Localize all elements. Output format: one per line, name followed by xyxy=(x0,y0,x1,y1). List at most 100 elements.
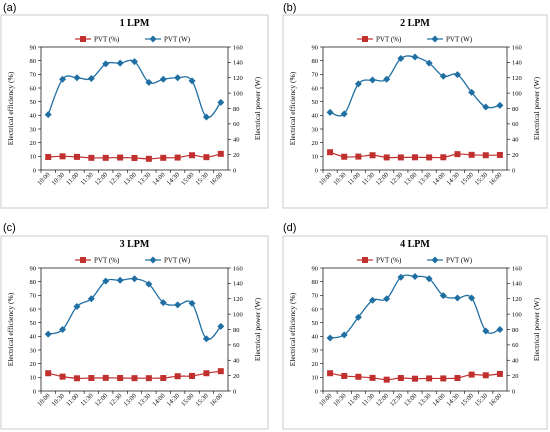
data-point-efficiency xyxy=(383,154,390,161)
x-tick-label: 12:00 xyxy=(375,171,390,186)
left-tick-label: 60 xyxy=(30,85,37,92)
legend-marker-efficiency xyxy=(362,257,368,263)
left-tick-label: 70 xyxy=(312,293,319,300)
x-tick-label: 14:00 xyxy=(431,171,446,186)
legend-label-efficiency: PVT (%) xyxy=(376,36,402,44)
right-tick-label: 100 xyxy=(233,311,243,318)
data-point-power xyxy=(59,326,67,333)
right-tick-label: 160 xyxy=(233,44,243,51)
x-tick-label: 15:30 xyxy=(474,392,489,407)
x-tick-label: 14:00 xyxy=(151,392,166,407)
data-point-power xyxy=(217,322,225,330)
x-tick-label: 13:00 xyxy=(122,171,137,186)
data-point-power xyxy=(145,78,153,86)
data-point-power xyxy=(73,302,81,310)
right-tick-label: 80 xyxy=(512,106,519,113)
x-tick-label: 12:30 xyxy=(108,171,123,186)
data-point-efficiency xyxy=(217,150,224,157)
x-tick-label: 10:00 xyxy=(36,171,51,186)
data-point-efficiency xyxy=(160,154,167,161)
left-tick-label: 30 xyxy=(312,126,319,133)
right-tick-label: 140 xyxy=(233,281,243,288)
data-point-power xyxy=(87,75,95,83)
x-tick-label: 15:00 xyxy=(460,171,475,186)
left-tick-label: 80 xyxy=(30,58,37,65)
right-tick-label: 120 xyxy=(512,75,522,82)
data-point-efficiency xyxy=(88,375,95,382)
x-tick-label: 14:00 xyxy=(151,171,166,186)
data-point-efficiency xyxy=(341,372,348,379)
panel-border xyxy=(0,14,269,209)
right-tick-label: 40 xyxy=(233,137,240,144)
data-point-efficiency xyxy=(355,153,362,160)
legend-label-power: PVT (W) xyxy=(164,257,191,265)
left-tick-label: 90 xyxy=(312,265,319,272)
data-point-power xyxy=(496,326,504,333)
data-point-power xyxy=(411,53,419,61)
plot-frame xyxy=(40,267,229,392)
left-tick-label: 60 xyxy=(312,306,319,313)
data-point-efficiency xyxy=(383,376,390,383)
data-point-power xyxy=(116,276,124,284)
x-tick-label: 10:30 xyxy=(332,392,347,407)
left-tick-label: 70 xyxy=(30,293,37,300)
right-tick-label: 80 xyxy=(233,327,240,334)
left-tick-label: 10 xyxy=(30,154,37,161)
data-point-power xyxy=(131,58,138,66)
series-line-power xyxy=(47,277,222,341)
data-point-power xyxy=(369,76,377,84)
right-tick-label: 20 xyxy=(512,373,519,380)
data-point-power xyxy=(159,75,167,83)
data-point-power xyxy=(453,294,461,302)
data-point-efficiency xyxy=(217,368,224,375)
legend-label-power: PVT (W) xyxy=(446,36,473,44)
legend-marker-efficiency xyxy=(362,36,368,42)
left-tick-label: 70 xyxy=(312,72,319,79)
data-point-efficiency xyxy=(468,151,475,158)
x-tick-label: 13:00 xyxy=(403,392,418,407)
data-point-power xyxy=(131,275,138,283)
panel-label: (c) xyxy=(3,222,16,234)
left-tick-label: 30 xyxy=(30,347,37,354)
right-tick-label: 160 xyxy=(512,265,522,272)
data-point-power xyxy=(439,292,447,300)
legend-label-power: PVT (W) xyxy=(446,257,473,265)
plot-frame xyxy=(40,46,229,171)
data-point-efficiency xyxy=(174,373,181,380)
data-point-efficiency xyxy=(189,152,196,159)
x-tick-label: 10:30 xyxy=(332,171,347,186)
data-point-efficiency xyxy=(496,370,503,377)
data-point-efficiency xyxy=(145,375,152,382)
x-tick-label: 12:30 xyxy=(389,171,404,186)
series-line-power xyxy=(329,274,501,339)
x-tick-label: 14:30 xyxy=(166,392,181,407)
x-tick-label: 13:30 xyxy=(137,171,152,186)
left-tick-label: 50 xyxy=(312,99,319,106)
left-tick-label: 40 xyxy=(312,113,319,120)
left-tick-label: 20 xyxy=(312,361,319,368)
right-tick-label: 160 xyxy=(512,44,522,51)
x-tick-label: 12:30 xyxy=(108,392,123,407)
left-tick-label: 50 xyxy=(30,99,37,106)
x-tick-label: 11:30 xyxy=(80,392,95,407)
left-tick-label: 20 xyxy=(30,361,37,368)
data-point-efficiency xyxy=(131,154,138,161)
x-tick-label: 15:30 xyxy=(474,171,489,186)
data-point-power xyxy=(326,108,334,116)
x-tick-label: 13:30 xyxy=(137,392,152,407)
x-tick-label: 11:30 xyxy=(361,392,376,407)
left-tick-label: 30 xyxy=(312,347,319,354)
left-tick-label: 70 xyxy=(30,72,37,79)
left-tick-label: 20 xyxy=(312,140,319,147)
left-axis-label: Electrical efficiency (%) xyxy=(6,71,15,145)
plot-frame xyxy=(322,46,508,171)
data-point-power xyxy=(411,272,419,280)
left-tick-label: 30 xyxy=(30,126,37,133)
panel-border xyxy=(282,235,548,430)
right-tick-label: 140 xyxy=(512,281,522,288)
x-tick-label: 12:30 xyxy=(389,392,404,407)
data-point-power xyxy=(482,327,490,335)
data-point-efficiency xyxy=(203,154,210,161)
data-point-efficiency xyxy=(131,375,138,382)
